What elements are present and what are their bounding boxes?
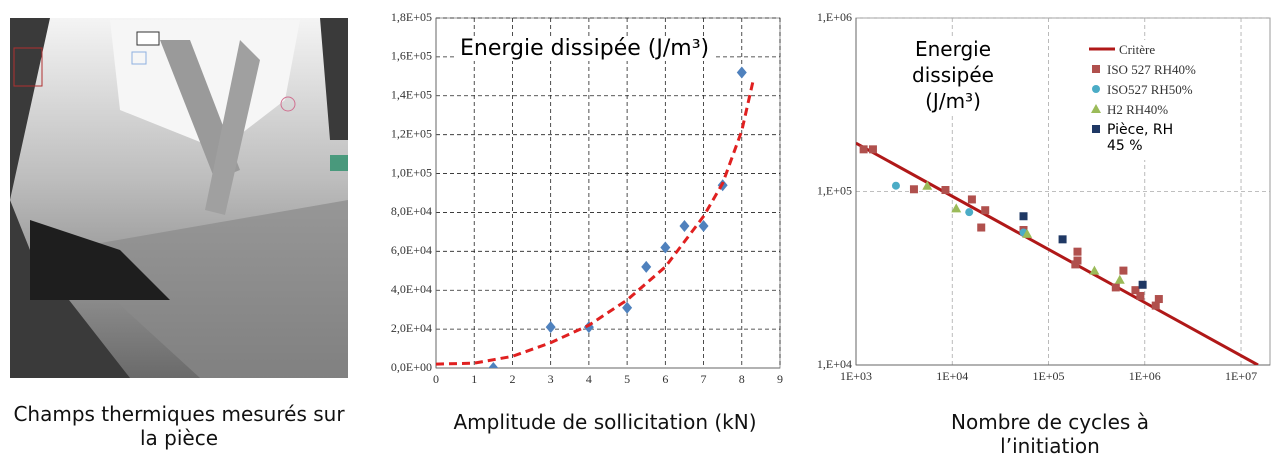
legend-swatch — [1089, 47, 1115, 51]
point — [922, 180, 933, 190]
x-tick-label: 9 — [777, 372, 783, 386]
x-tick-label: 1E+05 — [1032, 369, 1064, 383]
legend-entry: H2 RH40% — [1089, 102, 1209, 120]
point — [1092, 85, 1100, 93]
x-tick-label: 2 — [509, 372, 515, 386]
x-tick-label: 0 — [433, 372, 439, 386]
legend-swatch — [1092, 125, 1100, 133]
plot-area — [435, 17, 781, 369]
x-tick-label: 1E+03 — [840, 369, 872, 383]
legend-label: H2 RH40% — [1107, 102, 1169, 117]
point — [679, 220, 690, 233]
legend-entry: Pièce, RH 45 % — [1089, 122, 1209, 156]
point — [1131, 286, 1140, 295]
x-tick-label: 1E+07 — [1225, 369, 1257, 383]
point — [1091, 104, 1101, 113]
point — [545, 321, 556, 334]
chart: 0,0E+00 2,0E+04 4,0E+04 6,0E+04 8,0E+04 1,0E+… — [391, 10, 783, 386]
y-tick-label: 0,0E+00 — [391, 360, 432, 374]
point — [967, 195, 976, 204]
y-tick-label: 1,E+05 — [817, 183, 852, 197]
y-tick-label: 1,E+06 — [817, 10, 852, 24]
point — [641, 260, 652, 273]
legend-swatch — [1092, 65, 1100, 73]
point — [1114, 274, 1125, 284]
legend-label: Pièce, RH 45 % — [1107, 122, 1174, 154]
y-tick-label: 1,0E+05 — [391, 165, 432, 179]
x-tick-label: 7 — [701, 372, 707, 386]
data-layer — [436, 66, 755, 368]
x-tick-label: 5 — [624, 372, 630, 386]
thermal-image — [10, 18, 348, 378]
point — [1154, 295, 1163, 304]
point — [1151, 301, 1160, 310]
x-axis-label: Amplitude de sollicitation (kN) — [453, 410, 757, 434]
legend-label: ISO 527 RH40% — [1107, 62, 1196, 77]
point — [951, 203, 962, 213]
x-tick-label: 1 — [471, 372, 477, 386]
image-caption: Champs thermiques mesurés sur la pièce — [13, 402, 345, 450]
x-tick-label: 1E+04 — [936, 369, 968, 383]
x-tick-label: 1E+06 — [1129, 369, 1161, 383]
point — [977, 223, 986, 232]
point — [859, 145, 868, 154]
point — [1073, 247, 1082, 256]
point — [1138, 280, 1147, 289]
point — [1111, 283, 1120, 292]
point — [1092, 125, 1100, 133]
point — [868, 145, 877, 154]
legend-entry: ISO527 RH50% — [1089, 82, 1209, 100]
y-tick-label: 1,6E+05 — [391, 49, 432, 63]
legend: Critère ISO 527 RH40% ISO527 RH50% H2 RH40%… — [1085, 40, 1213, 160]
legend-label: Critère — [1119, 42, 1156, 57]
point — [1119, 266, 1128, 275]
y-tick-label: 1,2E+05 — [391, 126, 432, 140]
legend-swatch — [1091, 104, 1101, 113]
chart-title: Energie dissipée (J/m³) — [456, 36, 714, 61]
y-tick-label: 1,8E+05 — [391, 10, 432, 24]
point — [488, 362, 499, 368]
point — [622, 301, 633, 314]
legend-label: ISO527 RH50% — [1107, 82, 1193, 97]
x-axis-label: Nombre de cycles à l’initiation — [951, 410, 1149, 458]
y-tick-label: 1,E+04 — [817, 357, 852, 371]
y-tick-label: 4,0E+04 — [391, 282, 432, 296]
point — [660, 241, 671, 254]
point — [965, 208, 974, 217]
point — [736, 66, 747, 79]
point — [1073, 256, 1082, 265]
chart-title: Energie dissipée (J/m³) — [888, 36, 1018, 114]
point — [941, 186, 950, 195]
x-tick-label: 4 — [586, 372, 592, 386]
x-tick-label: 8 — [739, 372, 745, 386]
point — [1136, 291, 1145, 300]
x-tick-label: 3 — [548, 372, 554, 386]
point — [981, 206, 990, 215]
y-tick-label: 6,0E+04 — [391, 243, 432, 257]
legend-entry: ISO 527 RH40% — [1089, 62, 1209, 80]
point — [909, 185, 918, 194]
data-layer — [856, 141, 1259, 365]
line — [856, 141, 1259, 365]
point — [1089, 265, 1100, 275]
point — [698, 220, 709, 233]
legend-swatch — [1092, 85, 1100, 93]
y-tick-label: 1,4E+05 — [391, 88, 432, 102]
legend-entry: Critère — [1089, 42, 1209, 60]
point — [1092, 65, 1100, 73]
y-tick-label: 2,0E+04 — [391, 321, 432, 335]
x-tick-label: 6 — [662, 372, 668, 386]
point — [1022, 228, 1033, 238]
y-tick-label: 8,0E+04 — [391, 204, 432, 218]
point — [891, 181, 900, 190]
point — [1058, 235, 1067, 244]
point — [1019, 212, 1028, 221]
